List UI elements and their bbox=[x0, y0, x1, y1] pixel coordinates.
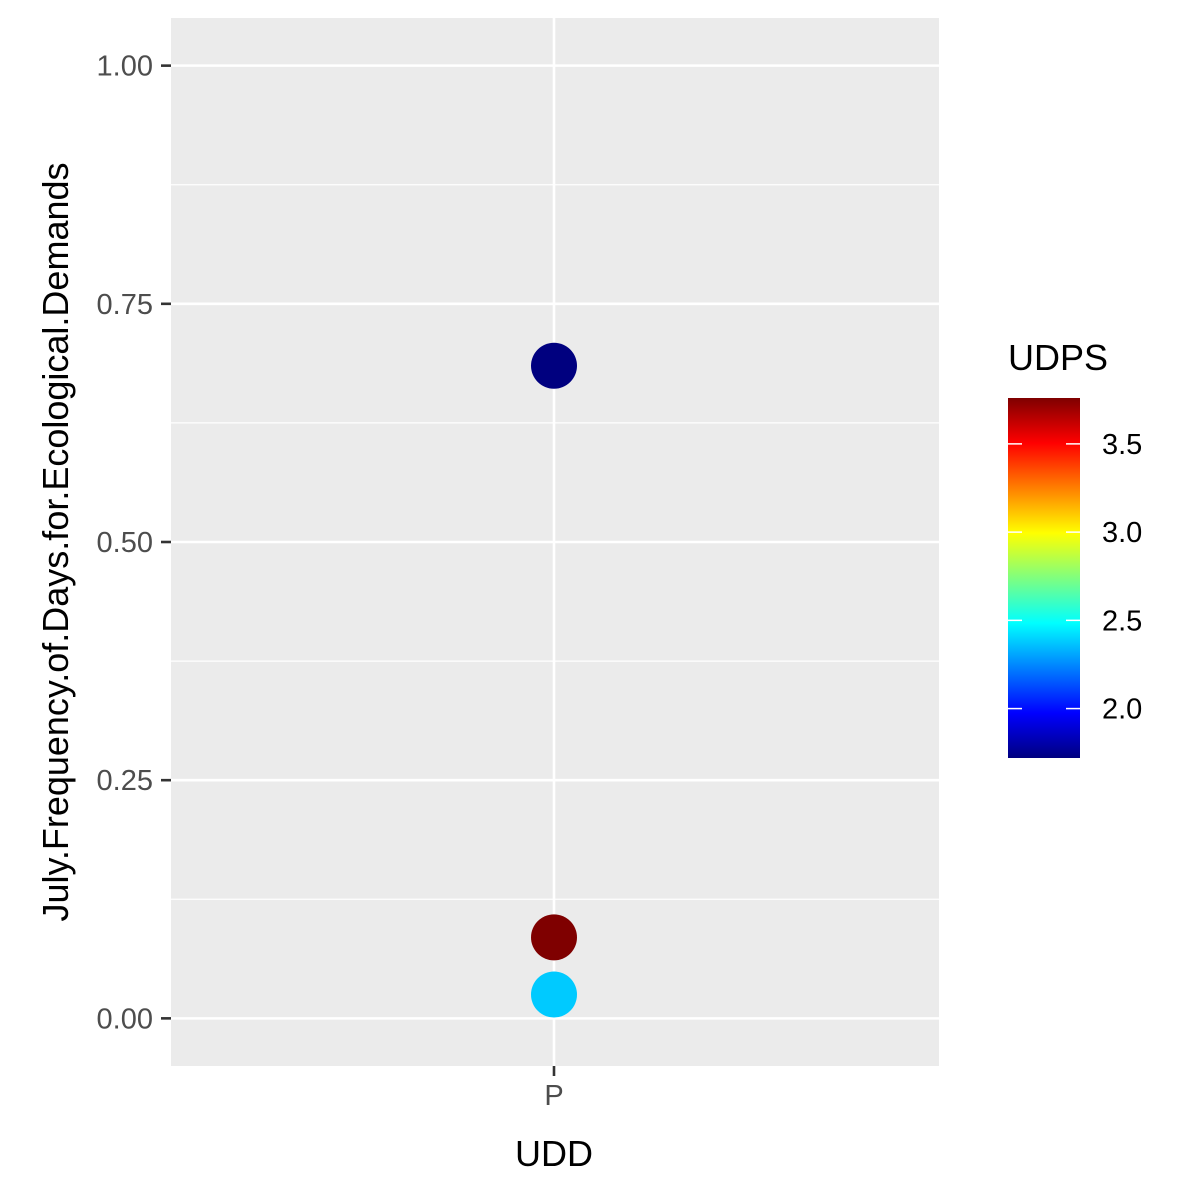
colorbar-tick-label: 2.5 bbox=[1102, 605, 1142, 637]
data-point bbox=[531, 914, 577, 961]
data-point bbox=[531, 342, 577, 389]
x-tick-label: P bbox=[544, 1080, 563, 1112]
axis-layer: 0.00 0.25 0.50 0.75 1.00 P bbox=[97, 51, 564, 1112]
y-axis-title: July.Frequency.of.Days.for.Ecological.De… bbox=[35, 162, 76, 921]
x-axis-title: UDD bbox=[515, 1133, 593, 1174]
points-layer bbox=[531, 342, 577, 1018]
colorbar bbox=[1008, 398, 1080, 758]
y-tick-label: 0.00 bbox=[97, 1003, 153, 1035]
y-tick-label: 0.25 bbox=[97, 765, 153, 797]
data-point bbox=[531, 971, 577, 1018]
y-tick-label: 0.75 bbox=[97, 289, 153, 321]
y-tick-label: 0.50 bbox=[97, 527, 153, 559]
grid-layer bbox=[171, 18, 939, 1066]
colorbar-tick-label: 3.0 bbox=[1102, 517, 1142, 549]
legend: UDPS 2.0 2.5 3.0 3.5 bbox=[1008, 337, 1142, 758]
colorbar-tick-label: 2.0 bbox=[1102, 694, 1142, 726]
colorbar-tick-label: 3.5 bbox=[1102, 429, 1142, 461]
legend-title: UDPS bbox=[1008, 337, 1108, 378]
y-tick-label: 1.00 bbox=[97, 51, 153, 83]
